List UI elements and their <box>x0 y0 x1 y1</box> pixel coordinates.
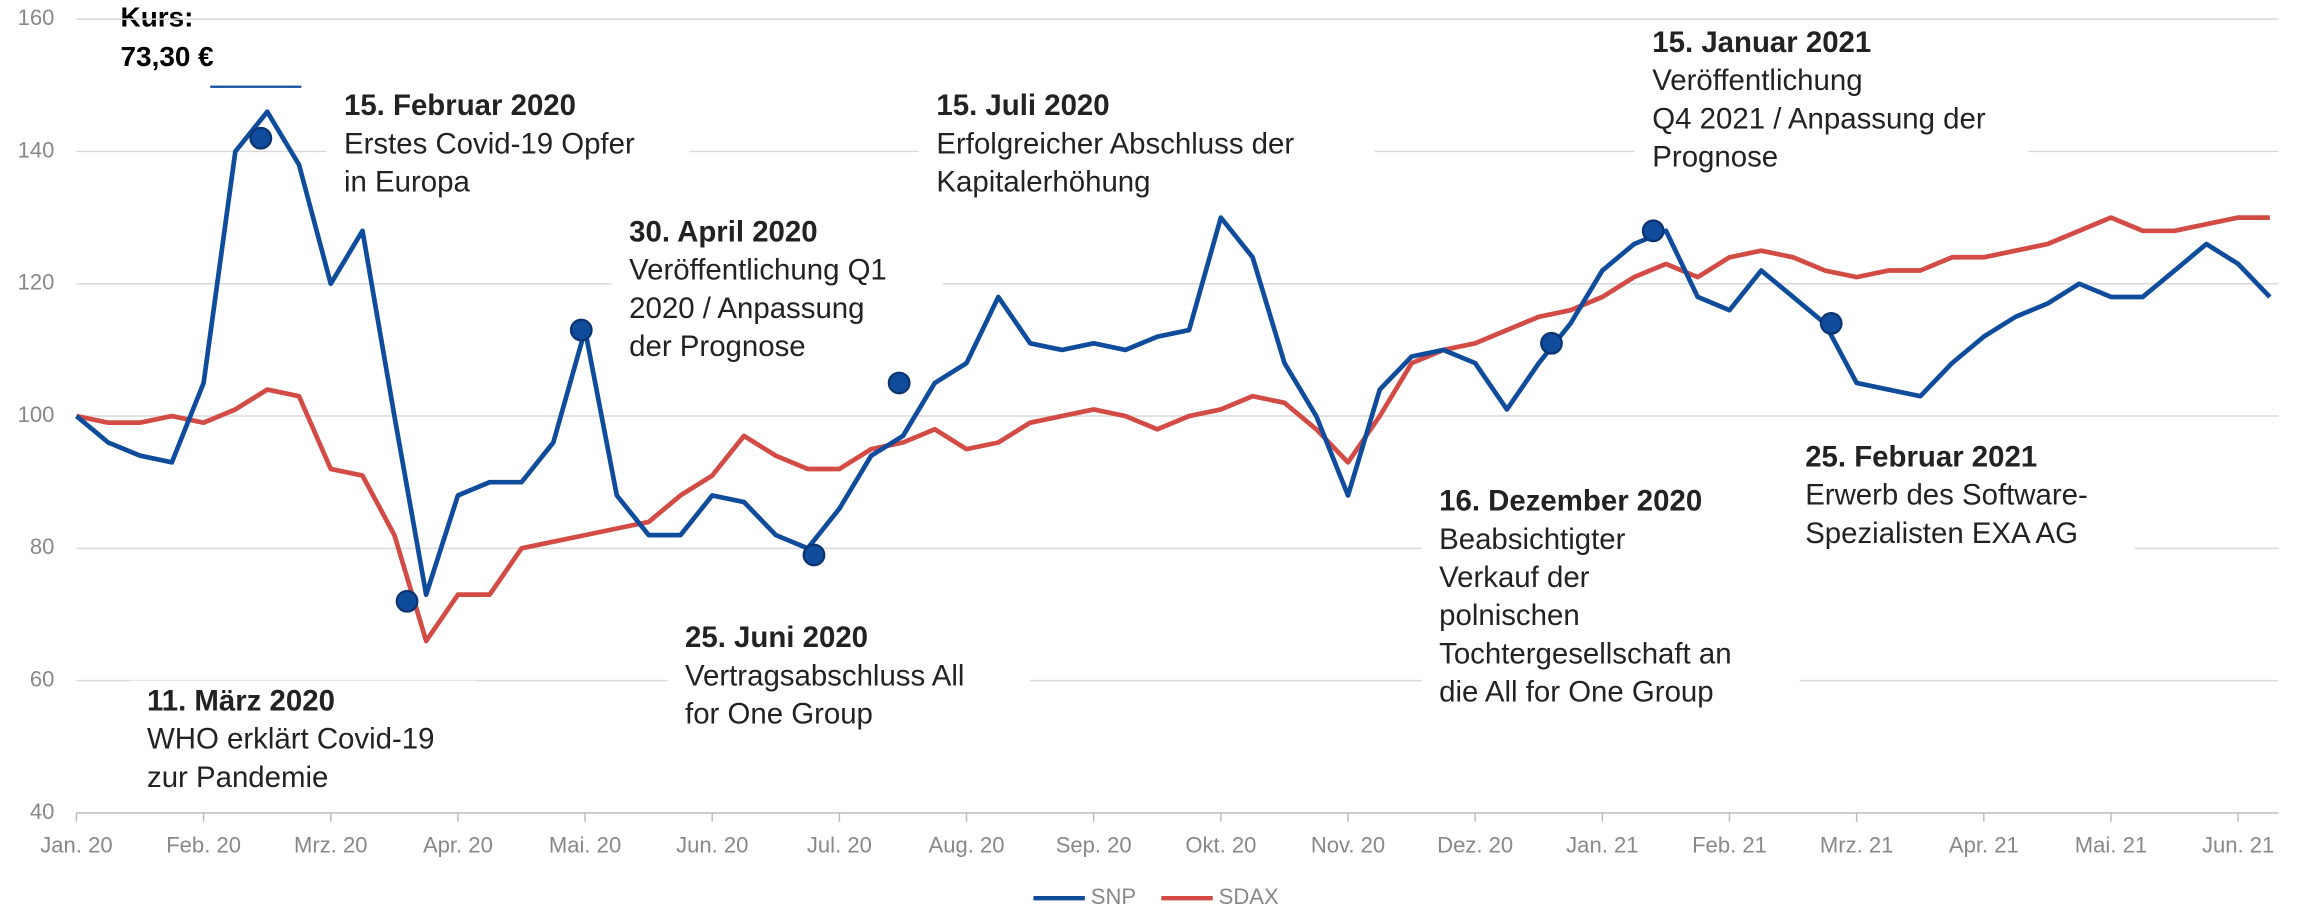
annotation-text: Verkauf der <box>1439 561 1590 594</box>
annotation-text: polnischen <box>1439 599 1580 632</box>
annotation-bg <box>611 211 943 371</box>
annotation-text: Kapitalerhöhung <box>936 166 1150 199</box>
event-marker <box>569 318 593 342</box>
event-marker <box>802 543 826 567</box>
annotation-bg <box>1421 480 1800 716</box>
line-series <box>75 215 2270 644</box>
x-tick-label: Jun. 20 <box>676 833 748 858</box>
annotation-bg <box>326 85 689 206</box>
event-marker <box>1641 219 1665 243</box>
x-tick-label: Jun. 21 <box>2202 833 2274 858</box>
annotation-title: 15. Juli 2020 <box>936 89 1109 122</box>
annotation-text: Vertragsabschluss All <box>685 659 964 692</box>
annotation-text: zur Pandemie <box>147 761 328 794</box>
annotation-text: Erfolgreicher Abschluss der <box>936 127 1294 160</box>
annotation-title: 25. Juni 2020 <box>685 621 868 654</box>
x-tick-label: Apr. 20 <box>423 833 493 858</box>
x-tick-label: Feb. 21 <box>1692 833 1767 858</box>
event-marker <box>1540 331 1563 355</box>
y-tick-label: 80 <box>30 534 55 559</box>
annotation-title: 30. April 2020 <box>629 216 817 249</box>
x-tick-label: Feb. 20 <box>166 833 241 858</box>
annotation-text: Prognose <box>1652 141 1778 174</box>
x-tick-label: Okt. 20 <box>1185 833 1256 858</box>
kurs-value: 73,30 € <box>121 41 215 72</box>
x-tick-label: Sep. 20 <box>1056 833 1132 858</box>
annotations: 15. Februar 2020 Erstes Covid-19 Opfer in … <box>129 22 2135 802</box>
annotation-title: 15. Februar 2020 <box>344 89 576 122</box>
event-marker <box>249 126 273 150</box>
annotation-text: Q4 2021 / Anpassung der <box>1652 102 1986 135</box>
x-tick-label: Jan. 21 <box>1566 833 1638 858</box>
legend-label: SNP <box>1091 884 1136 909</box>
annotation-title: 16. Dezember 2020 <box>1439 485 1702 518</box>
x-tick-label: Mai. 21 <box>2075 833 2147 858</box>
annotation-text: Beabsichtigter <box>1439 523 1625 556</box>
annotation-text: Veröffentlichung Q1 <box>629 254 887 287</box>
annotation-text: in Europa <box>344 166 470 199</box>
y-tick-label: 160 <box>18 5 55 30</box>
y-tick-label: 140 <box>18 137 55 162</box>
line-series <box>74 109 2272 598</box>
x-tick-label: Apr. 21 <box>1949 833 2019 858</box>
x-tick-label: Nov. 20 <box>1311 833 1385 858</box>
annotation-title: 15. Januar 2021 <box>1652 26 1871 59</box>
annotation-text: Erstes Covid-19 Opfer <box>344 127 635 160</box>
y-tick-label: 60 <box>30 666 55 691</box>
annotation-bg <box>918 85 1375 206</box>
annotation-text: for One Group <box>685 698 873 731</box>
x-tick-label: Aug. 20 <box>929 833 1005 858</box>
annotation-bg <box>667 617 1030 738</box>
annotation-bg <box>1787 436 2135 558</box>
annotation-title: 25. Februar 2021 <box>1805 440 2037 473</box>
event-marker <box>395 589 419 613</box>
annotation-title: 11. März 2020 <box>147 684 335 717</box>
annotation-bg <box>129 680 477 802</box>
event-marker <box>1819 312 1843 335</box>
y-tick-label: 120 <box>18 270 55 295</box>
annotation-bg <box>1634 22 2029 181</box>
event-marker <box>887 371 911 395</box>
x-tick-label: Mrz. 20 <box>294 833 368 858</box>
x-tick-label: Jul. 20 <box>807 833 872 858</box>
legend-label: SDAX <box>1219 884 1279 909</box>
y-tick-label: 40 <box>30 799 55 824</box>
annotation-text: 2020 / Anpassung <box>629 292 864 325</box>
x-tick-label: Mrz. 21 <box>1820 833 1894 858</box>
x-tick-label: Mai. 20 <box>549 833 621 858</box>
annotation-text: die All for One Group <box>1439 676 1713 709</box>
annotation-text: der Prognose <box>629 330 805 363</box>
annotation-text: Spezialisten EXA AG <box>1805 517 2078 550</box>
annotation-text: Tochtergesellschaft an <box>1439 637 1731 670</box>
annotation-text: Veröffentlichung <box>1652 64 1862 97</box>
x-tick-label: Dez. 20 <box>1437 833 1513 858</box>
annotation-text: WHO erklärt Covid-19 <box>147 723 434 756</box>
kurs-label: Kurs: <box>121 2 194 33</box>
annotation-text: Erwerb des Software- <box>1805 479 2088 512</box>
x-tick-label: Jan. 20 <box>40 833 112 858</box>
y-tick-label: 100 <box>18 402 55 427</box>
